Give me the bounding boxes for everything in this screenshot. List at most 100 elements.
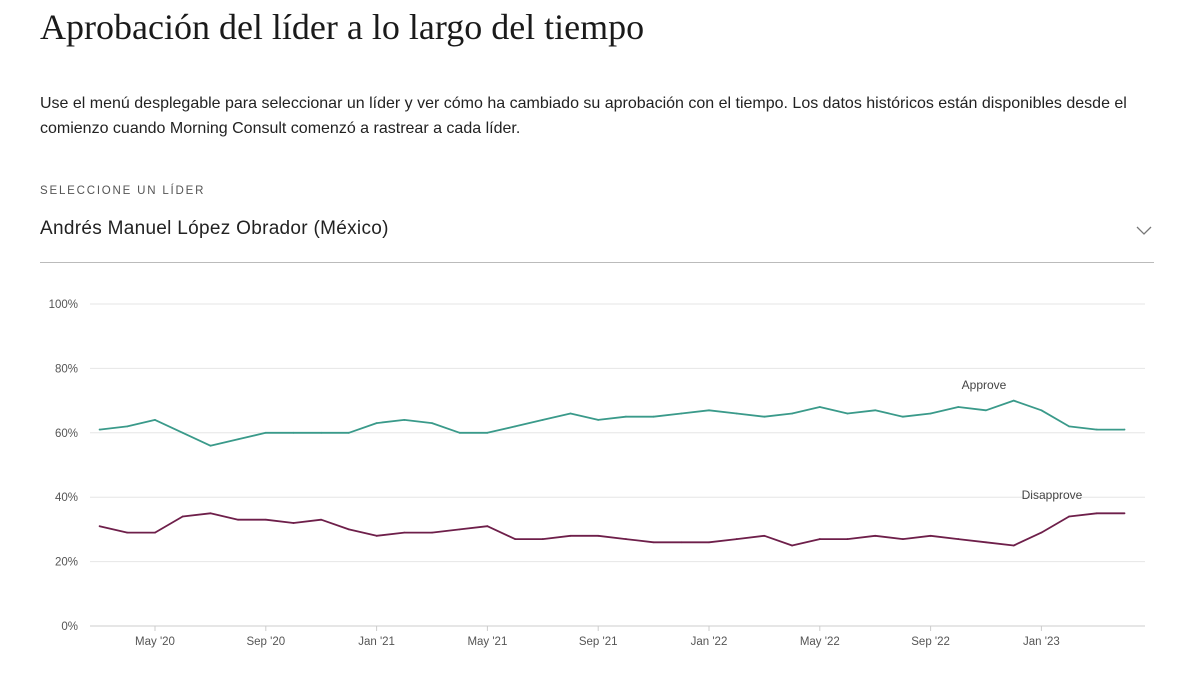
data-point-disapprove bbox=[929, 534, 932, 537]
series-label-disapprove: Disapprove bbox=[1022, 488, 1083, 502]
data-point-approve bbox=[791, 412, 793, 415]
data-point-approve bbox=[1068, 425, 1070, 428]
data-point-approve bbox=[597, 419, 600, 421]
leader-select-value: Andrés Manuel López Obrador (México) bbox=[40, 218, 389, 239]
chevron-down-icon bbox=[1136, 226, 1152, 235]
x-tick-label: Jan '22 bbox=[691, 636, 728, 648]
leader-select-dropdown[interactable]: Andrés Manuel López Obrador (México) bbox=[40, 212, 1154, 263]
x-tick-label: May '20 bbox=[135, 636, 175, 648]
data-point-disapprove bbox=[514, 538, 516, 540]
data-point-approve bbox=[1123, 428, 1126, 431]
data-point-approve bbox=[181, 431, 184, 434]
data-point-approve bbox=[126, 425, 129, 428]
data-point-disapprove bbox=[154, 531, 156, 534]
y-tick-label: 80% bbox=[55, 363, 78, 375]
data-point-disapprove bbox=[708, 541, 710, 544]
data-point-approve bbox=[957, 406, 960, 408]
data-point-approve bbox=[320, 431, 323, 434]
data-point-disapprove bbox=[1012, 544, 1015, 547]
data-point-approve bbox=[652, 415, 655, 418]
data-point-disapprove bbox=[652, 541, 655, 544]
data-point-approve bbox=[735, 412, 738, 415]
data-point-approve bbox=[348, 431, 350, 434]
data-point-disapprove bbox=[902, 538, 904, 540]
series-line-approve bbox=[99, 399, 1125, 447]
data-point-disapprove bbox=[320, 518, 323, 521]
y-tick-label: 40% bbox=[55, 492, 78, 504]
data-point-disapprove bbox=[680, 541, 683, 544]
data-point-approve bbox=[403, 419, 406, 421]
data-point-approve bbox=[874, 409, 877, 412]
data-point-approve bbox=[98, 428, 101, 431]
data-point-approve bbox=[625, 415, 627, 418]
data-point-approve bbox=[569, 412, 572, 415]
x-tick-label: Jan '21 bbox=[358, 636, 395, 648]
series-line-disapprove bbox=[99, 512, 1125, 547]
data-point-disapprove bbox=[237, 518, 240, 521]
data-point-approve bbox=[902, 415, 904, 418]
data-point-approve bbox=[431, 422, 433, 425]
data-point-disapprove bbox=[874, 534, 877, 537]
x-tick-label: Jan '23 bbox=[1023, 636, 1060, 648]
data-point-approve bbox=[154, 419, 156, 421]
data-point-disapprove bbox=[846, 538, 849, 540]
y-tick-label: 100% bbox=[49, 299, 78, 311]
data-point-approve bbox=[375, 422, 378, 425]
data-point-disapprove bbox=[126, 531, 129, 534]
data-point-disapprove bbox=[597, 534, 600, 537]
data-point-disapprove bbox=[348, 528, 350, 531]
data-point-disapprove bbox=[625, 538, 627, 540]
data-point-disapprove bbox=[791, 544, 793, 547]
data-point-disapprove bbox=[458, 528, 461, 531]
data-point-disapprove bbox=[569, 534, 572, 537]
data-point-disapprove bbox=[181, 515, 184, 518]
data-point-disapprove bbox=[957, 538, 960, 540]
data-point-disapprove bbox=[403, 531, 406, 534]
data-point-disapprove bbox=[209, 512, 212, 515]
approval-line-chart: 0% 20% 40% 60% 80% 100% May '20 Sep '20 Jan '21 M… bbox=[49, 299, 1145, 648]
data-point-approve bbox=[209, 444, 212, 447]
x-tick-label: May '22 bbox=[800, 636, 840, 648]
data-point-disapprove bbox=[1040, 531, 1043, 534]
x-tick-label: Sep '21 bbox=[579, 636, 618, 648]
data-point-disapprove bbox=[1068, 515, 1070, 518]
data-point-disapprove bbox=[541, 538, 544, 540]
data-point-approve bbox=[763, 415, 766, 418]
data-point-approve bbox=[708, 409, 710, 412]
data-point-approve bbox=[846, 412, 849, 415]
data-point-approve bbox=[985, 409, 987, 412]
x-tick-label: Sep '20 bbox=[246, 636, 285, 648]
y-tick-label: 60% bbox=[55, 428, 78, 440]
x-tick-label: May '21 bbox=[467, 636, 507, 648]
data-point-approve bbox=[541, 419, 544, 421]
data-point-approve bbox=[486, 431, 489, 434]
data-point-disapprove bbox=[486, 525, 489, 528]
data-point-disapprove bbox=[1095, 512, 1098, 515]
data-point-disapprove bbox=[264, 518, 267, 521]
data-point-approve bbox=[264, 431, 267, 434]
data-point-disapprove bbox=[763, 534, 766, 537]
data-point-disapprove bbox=[735, 538, 738, 540]
data-point-disapprove bbox=[431, 531, 433, 534]
y-tick-label: 0% bbox=[61, 621, 78, 633]
data-point-disapprove bbox=[292, 522, 295, 524]
data-point-approve bbox=[237, 438, 240, 441]
x-tick-label: Sep '22 bbox=[911, 636, 950, 648]
data-point-approve bbox=[458, 431, 461, 434]
data-point-approve bbox=[1095, 428, 1098, 431]
data-point-disapprove bbox=[375, 534, 378, 537]
data-point-approve bbox=[1040, 409, 1043, 412]
page-title: Aprobación del líder a lo largo del tiem… bbox=[40, 7, 645, 47]
data-point-disapprove bbox=[1123, 512, 1126, 515]
data-point-disapprove bbox=[98, 525, 101, 528]
data-point-disapprove bbox=[818, 538, 821, 540]
data-point-approve bbox=[1012, 399, 1015, 402]
series-label-approve: Approve bbox=[962, 378, 1007, 392]
data-point-disapprove bbox=[985, 541, 987, 544]
leader-select-label: SELECCIONE UN LÍDER bbox=[40, 185, 206, 197]
data-point-approve bbox=[818, 406, 821, 408]
page-description: Use el menú desplegable para seleccionar… bbox=[40, 95, 1127, 137]
data-point-approve bbox=[292, 431, 295, 434]
data-point-approve bbox=[514, 425, 516, 428]
y-tick-label: 20% bbox=[55, 557, 78, 569]
